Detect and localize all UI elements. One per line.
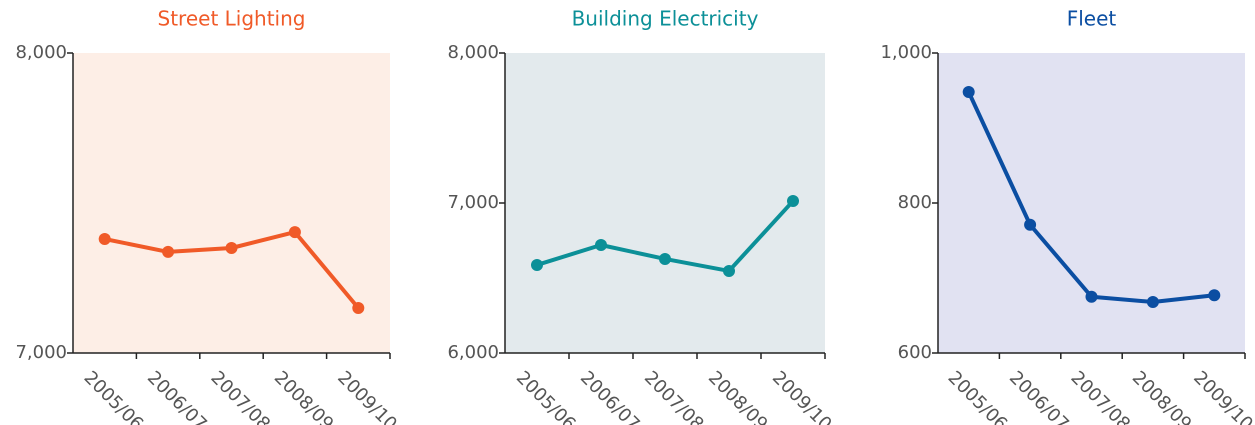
chart-title: Building Electricity <box>572 7 759 31</box>
y-tick-label: 1,000 <box>880 42 932 63</box>
point <box>1146 296 1159 308</box>
x-tick-label: 2009/10 <box>333 367 401 425</box>
y-tick-label: 6,000 <box>447 342 499 363</box>
x-tick-label: 2006/07 <box>576 367 644 425</box>
chart: Fleet6008001,0002005/062006/072007/08200… <box>880 7 1255 425</box>
point <box>225 242 238 254</box>
y-tick-label: 600 <box>898 342 932 363</box>
point <box>1024 218 1037 231</box>
x-tick-label: 2005/06 <box>512 367 580 425</box>
x-tick-label: 2008/09 <box>270 367 338 425</box>
point <box>288 226 301 239</box>
point <box>98 233 111 245</box>
y-tick-label: 7,000 <box>447 192 499 213</box>
y-tick-label: 800 <box>898 192 932 213</box>
plot-area <box>938 53 1245 353</box>
x-tick-label: 2008/09 <box>1128 367 1196 425</box>
point <box>1208 289 1221 302</box>
x-tick-label: 2007/08 <box>206 367 274 425</box>
x-tick-label: 2005/06 <box>80 367 148 425</box>
x-tick-label: 2006/07 <box>1005 367 1073 425</box>
point <box>723 264 735 277</box>
x-tick-label: 2006/07 <box>143 367 211 425</box>
y-tick-label: 8,000 <box>447 42 499 63</box>
point <box>787 195 799 208</box>
plot-area <box>73 53 390 353</box>
point <box>162 245 175 258</box>
chart-title: Fleet <box>1067 7 1117 31</box>
point <box>531 258 543 271</box>
y-tick-label: 8,000 <box>15 42 67 63</box>
x-tick-label: 2009/10 <box>1189 367 1255 425</box>
point <box>659 252 671 265</box>
chart: Street Lighting7,0008,0002005/062006/072… <box>15 7 400 425</box>
x-tick-label: 2005/06 <box>944 367 1012 425</box>
y-tick-label: 7,000 <box>15 342 67 363</box>
x-tick-label: 2007/08 <box>1066 367 1134 425</box>
x-tick-label: 2007/08 <box>640 367 708 425</box>
x-tick-label: 2008/09 <box>704 367 772 425</box>
point <box>962 86 975 98</box>
point <box>352 302 365 314</box>
x-tick-label: 2009/10 <box>768 367 836 425</box>
point <box>595 239 607 251</box>
plot-area <box>505 53 825 353</box>
point <box>1085 290 1098 303</box>
chart-title: Street Lighting <box>158 7 306 31</box>
